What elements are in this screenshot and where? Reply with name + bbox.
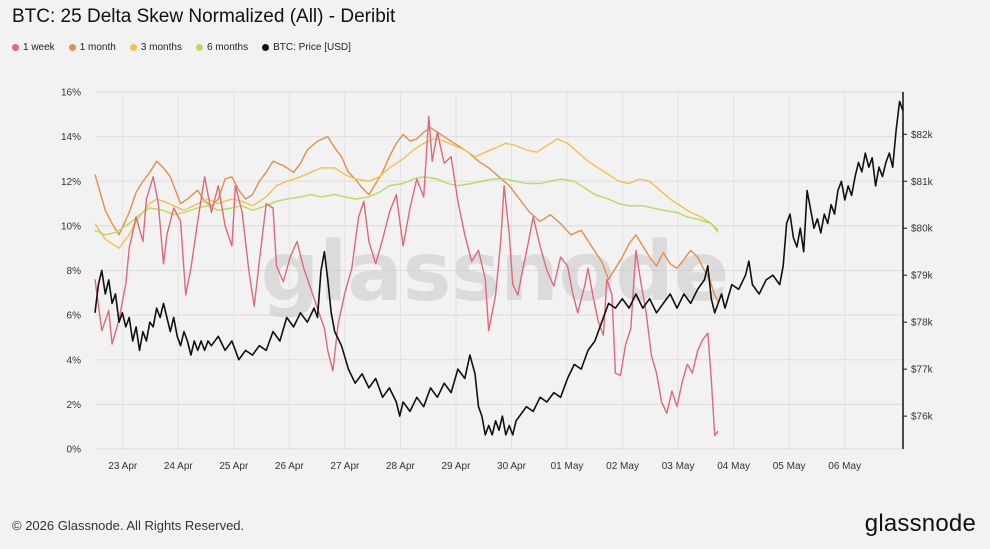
y-left-tick-label: 0% [67, 445, 82, 456]
y-left-tick-label: 8% [67, 266, 82, 277]
x-tick-label: 29 Apr [442, 461, 472, 472]
series-line-1-week [94, 115, 719, 437]
copyright-footer: © 2026 Glassnode. All Rights Reserved. [12, 518, 245, 533]
x-tick-label: 06 May [828, 461, 861, 472]
legend-item[interactable]: 3 months [129, 42, 182, 53]
y-right-tick-label: $77k [911, 365, 934, 376]
legend-label: 6 months [206, 42, 249, 53]
x-tick-label: 30 Apr [497, 461, 527, 472]
legend-label: 1 month [79, 42, 116, 53]
x-tick-label: 27 Apr [330, 461, 360, 472]
legend-dot-icon [195, 44, 203, 51]
legend: 1 week 1 month 3 months 6 months BTC: Price … [12, 42, 351, 53]
y-right-tick-label: $79k [911, 271, 934, 282]
axes: 0% 2% 4% 6% 8% 10% 12% 14% 16% 23 Apr 24 Apr 25 Apr… [61, 88, 934, 473]
y-left-tick-label: 14% [61, 132, 81, 143]
legend-label: 1 week [23, 42, 55, 53]
y-right-tick-label: $80k [911, 224, 934, 235]
series-line-3-months [94, 138, 719, 249]
x-tick-label: 04 May [717, 461, 750, 472]
legend-dot-icon [262, 44, 270, 51]
legend-dot-icon [68, 44, 76, 51]
legend-item[interactable]: 1 month [68, 42, 116, 53]
legend-item[interactable]: 1 week [12, 42, 55, 53]
y-right-tick-label: $82k [911, 130, 934, 141]
x-tick-label: 02 May [606, 461, 639, 472]
series-line-1-month [94, 127, 719, 303]
legend-label: 3 months [140, 42, 182, 53]
y-left-tick-label: 12% [61, 177, 81, 188]
series-group [94, 100, 904, 437]
grid [95, 91, 903, 450]
watermark: glassnode [261, 225, 730, 320]
y-left-tick-label: 2% [67, 400, 82, 411]
x-tick-label: 03 May [662, 461, 695, 472]
x-tick-label: 01 May [551, 461, 584, 472]
x-tick-label: 05 May [773, 461, 806, 472]
y-right-tick-label: $81k [911, 177, 934, 188]
y-right-tick-label: $78k [911, 318, 934, 329]
y-left-tick-label: 6% [67, 311, 82, 322]
y-left-tick-label: 4% [67, 355, 82, 366]
legend-item[interactable]: 6 months [195, 42, 249, 53]
x-tick-label: 23 Apr [108, 461, 138, 472]
legend-label: BTC: Price [USD] [273, 42, 351, 53]
chart-title: BTC: 25 Delta Skew Normalized (All) - De… [12, 6, 396, 27]
y-left-tick-label: 10% [61, 221, 81, 232]
y-right-tick-label: $76k [911, 412, 934, 423]
legend-dot-icon [129, 44, 137, 51]
legend-item[interactable]: BTC: Price [USD] [262, 42, 351, 53]
series-line-btc-price-usd [94, 100, 904, 436]
x-tick-label: 25 Apr [219, 461, 249, 472]
x-tick-label: 24 Apr [164, 461, 194, 472]
chart: glassnode 0% 2% 4% 6% 8% 10% 12% 14% 16% 23 Apr 24… [61, 88, 934, 473]
x-tick-label: 28 Apr [386, 461, 416, 472]
brand-logo: glassnode [864, 510, 976, 537]
legend-dot-icon [12, 44, 19, 51]
y-left-tick-label: 16% [61, 88, 81, 99]
x-tick-label: 26 Apr [275, 461, 305, 472]
